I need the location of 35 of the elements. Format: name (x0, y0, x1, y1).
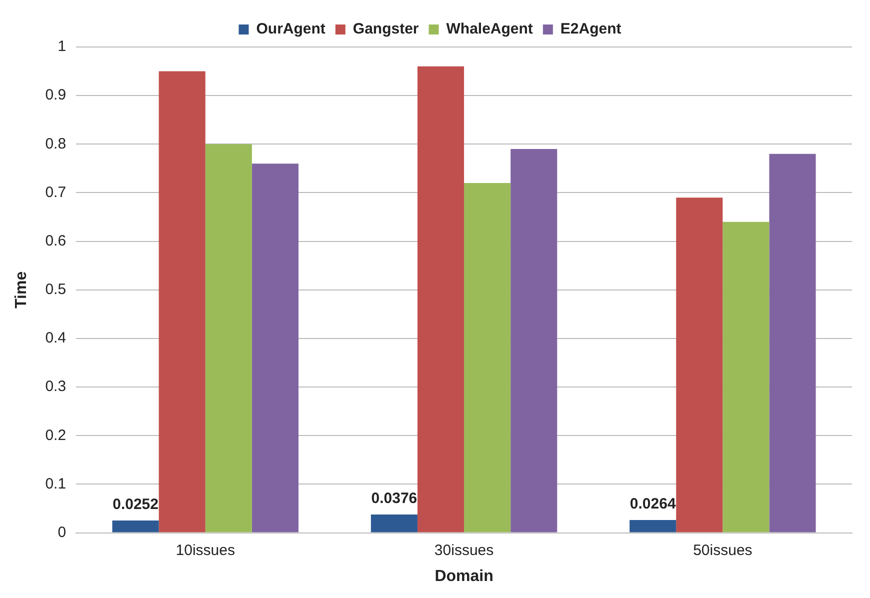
bar (769, 154, 816, 532)
bar (676, 198, 723, 532)
y-tick-label: 0.2 (45, 426, 66, 444)
data-label: 0.0264 (630, 496, 676, 513)
y-tick-label: 0.3 (45, 378, 66, 396)
data-label: 0.0376 (371, 490, 418, 508)
bar (722, 222, 770, 532)
legend-label: WhaleAgent (446, 20, 533, 38)
bar (158, 71, 206, 532)
bar (464, 183, 511, 532)
x-tick-label: 10issues (176, 542, 235, 559)
y-tick-label: 0 (58, 524, 66, 541)
data-label: 0.0252 (112, 496, 158, 514)
y-tick-label: 0.1 (45, 475, 66, 492)
x-tick-label: 30issues (434, 542, 494, 559)
x-tick-label: 50issues (693, 542, 752, 559)
legend-label: E2Agent (560, 20, 622, 38)
bar (252, 164, 298, 532)
y-tick-label: 0.7 (45, 184, 66, 201)
x-axis-title: Domain (434, 568, 494, 585)
y-tick-label: 0.5 (45, 281, 66, 298)
y-tick-label: 0.6 (45, 232, 66, 250)
bar (370, 514, 418, 532)
y-tick-label: 0.4 (45, 330, 66, 347)
bar (630, 520, 676, 532)
bar (510, 149, 558, 532)
y-tick-label: 0.9 (45, 86, 66, 104)
y-axis-title: Time (13, 271, 30, 308)
legend-label: OurAgent (256, 20, 326, 38)
y-tick-label: 0.8 (45, 135, 66, 152)
bar (205, 144, 252, 532)
y-tick-label: 1 (58, 38, 66, 56)
legend-label: Gangster (352, 20, 419, 38)
bar (417, 66, 464, 532)
bar (112, 520, 159, 532)
